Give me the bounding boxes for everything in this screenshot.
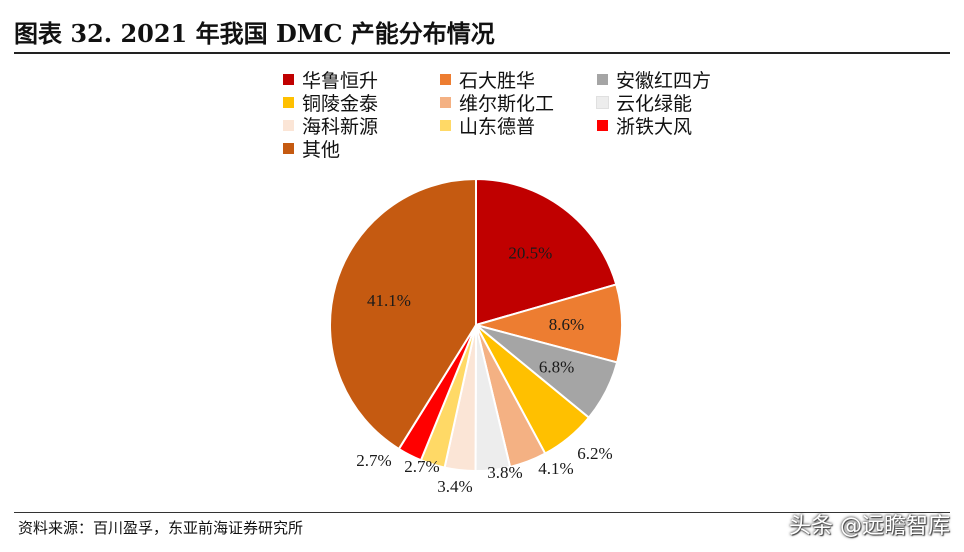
watermark: 头条 @远瞻智库 xyxy=(789,514,950,539)
legend-swatch xyxy=(283,143,294,154)
legend-item: 海科新源 xyxy=(283,112,378,139)
legend-item: 云化绿能 xyxy=(596,89,693,116)
slice-data-label: 2.7% xyxy=(356,451,391,470)
legend-swatch xyxy=(283,97,294,108)
legend-item: 维尔斯化工 xyxy=(440,89,554,116)
legend-swatch xyxy=(440,97,451,108)
legend-item: 山东德普 xyxy=(440,112,535,139)
legend-label: 华鲁恒升 xyxy=(302,70,379,92)
chart-title: 图表 32. 2021 年我国 DMC 产能分布情况 xyxy=(14,19,495,48)
source-divider xyxy=(14,512,950,513)
legend-item: 浙铁大风 xyxy=(597,112,692,139)
legend-label: 海科新源 xyxy=(302,116,379,138)
legend-item: 安徽红四方 xyxy=(597,66,711,93)
slice-data-label: 4.1% xyxy=(538,459,573,478)
legend-label: 铜陵金泰 xyxy=(302,93,379,115)
slice-data-label: 3.8% xyxy=(487,463,522,482)
title-divider xyxy=(14,52,950,54)
pie-slice xyxy=(475,177,618,327)
slice-data-label: 3.4% xyxy=(437,477,472,496)
legend-swatch xyxy=(597,120,608,131)
slice-data-label: 41.1% xyxy=(367,291,411,310)
pie-slice xyxy=(329,177,477,451)
slice-data-label: 8.6% xyxy=(549,315,584,334)
legend-label: 云化绿能 xyxy=(616,93,693,115)
legend-item: 铜陵金泰 xyxy=(283,89,378,116)
legend-swatch xyxy=(596,96,609,109)
slice-data-label: 6.8% xyxy=(539,357,574,376)
source-note: 资料来源：百川盈孚，东亚前海证券研究所 xyxy=(18,519,304,537)
legend-label: 其他 xyxy=(302,139,341,161)
legend-item: 其他 xyxy=(283,135,340,162)
legend-swatch xyxy=(283,120,294,131)
legend-swatch xyxy=(440,74,451,85)
legend-swatch xyxy=(283,74,294,85)
legend-label: 维尔斯化工 xyxy=(459,93,555,115)
legend-swatch xyxy=(440,120,451,131)
slice-data-label: 6.2% xyxy=(577,444,612,463)
slice-data-label: 20.5% xyxy=(508,244,552,263)
legend-label: 山东德普 xyxy=(459,116,536,138)
legend-label: 石大胜华 xyxy=(459,70,536,92)
legend-label: 安徽红四方 xyxy=(616,70,712,92)
legend-swatch xyxy=(597,74,608,85)
legend-label: 浙铁大风 xyxy=(616,116,693,138)
legend-item: 华鲁恒升 xyxy=(283,66,378,93)
slice-data-label: 2.7% xyxy=(404,457,439,476)
legend-item: 石大胜华 xyxy=(440,66,535,93)
